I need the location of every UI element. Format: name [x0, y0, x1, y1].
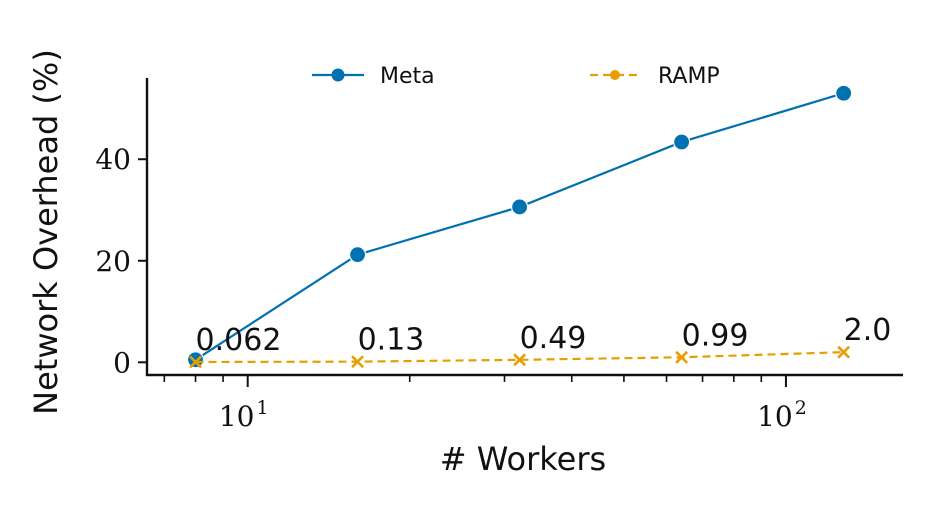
x-tick-exponent: 2 [795, 397, 807, 419]
legend-label: Meta [380, 64, 435, 89]
y-tick-label: 0 [113, 346, 131, 379]
legend-marker [610, 70, 620, 80]
legend-marker [331, 68, 345, 82]
x-tick-exponent: 1 [256, 397, 268, 419]
ramp-series-line [195, 351, 844, 364]
ramp-point [189, 355, 202, 369]
legend: Meta RAMP [312, 64, 720, 89]
x-axis-ticks: 10 1 10 2 [163, 375, 807, 433]
series-layer [186, 84, 853, 369]
data-labels: 0.062 0.13 0.49 0.99 2.0 [196, 313, 892, 358]
ramp-point [675, 350, 689, 364]
data-label: 2.0 [844, 313, 892, 348]
data-label: 0.13 [358, 323, 425, 358]
meta-point [835, 84, 853, 102]
y-tick-label: 40 [95, 143, 131, 176]
legend-label: RAMP [658, 64, 720, 89]
meta-point [348, 246, 367, 264]
meta-point [673, 133, 691, 151]
data-label: 0.062 [196, 323, 282, 358]
y-tick-label: 20 [95, 245, 131, 278]
y-axis-ticks: 0 20 40 [95, 143, 147, 379]
meta-point [510, 198, 529, 216]
data-label: 0.49 [520, 321, 587, 356]
ramp-point [837, 345, 851, 359]
legend-item-ramp: RAMP [590, 64, 720, 89]
x-tick-label: 10 2 [757, 397, 807, 433]
ramp-point [351, 355, 364, 369]
data-label: 0.99 [682, 318, 749, 353]
y-axis-label: Network Overhead (%) [27, 49, 65, 415]
x-axis-label: # Workers [440, 440, 606, 478]
ramp-point [513, 353, 527, 367]
legend-item-meta: Meta [312, 64, 435, 89]
x-tick-label: 10 1 [219, 397, 269, 433]
meta-point [186, 351, 205, 369]
axes [145, 78, 903, 377]
